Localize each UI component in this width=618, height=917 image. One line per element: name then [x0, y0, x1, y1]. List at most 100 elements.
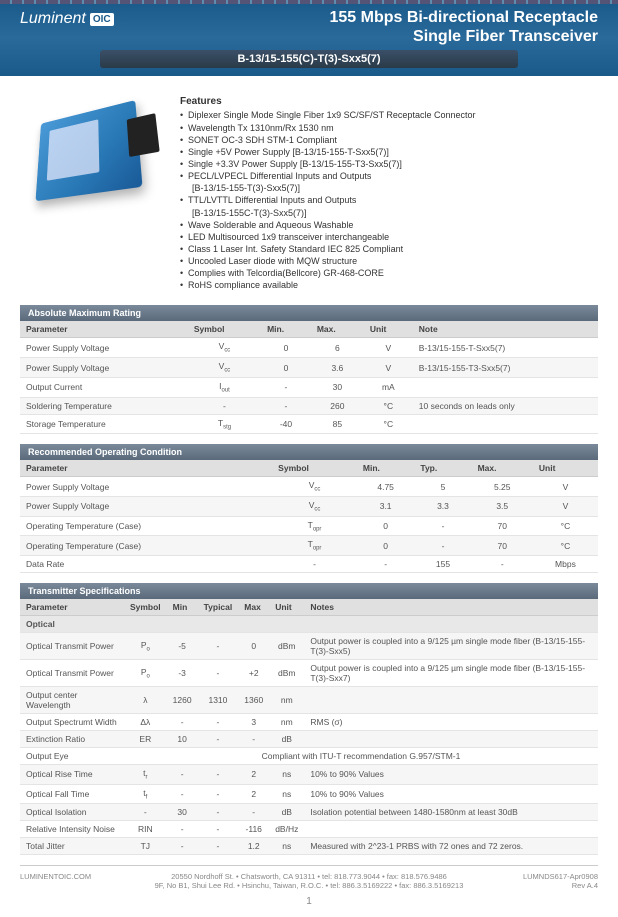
cell: Storage Temperature	[20, 414, 188, 434]
cell: Tstg	[188, 414, 261, 434]
title-line-2: Single Fiber Transceiver	[20, 27, 598, 46]
cell: 3	[238, 713, 269, 730]
cell: °C	[364, 414, 413, 434]
footer-rev: Rev A.4	[572, 881, 598, 890]
cell: 6	[311, 338, 364, 358]
cell: -	[198, 838, 239, 855]
cell: Compliant with ITU-T recommendation G.95…	[124, 747, 598, 764]
cell: Topr	[272, 536, 357, 556]
cell: nm	[269, 713, 304, 730]
table-row: Data Rate--155-Mbps	[20, 555, 598, 572]
table-row: Optical Isolation-30--dBIsolation potent…	[20, 804, 598, 821]
features-heading: Features	[180, 96, 598, 107]
cell: Po	[124, 659, 167, 686]
cell: Operating Temperature (Case)	[20, 536, 272, 556]
brand-logo: Luminent OIC	[20, 10, 114, 28]
cell: Total Jitter	[20, 838, 124, 855]
cell: -	[238, 804, 269, 821]
cell: dB	[269, 804, 304, 821]
content-area: Features Diplexer Single Mode Single Fib…	[0, 76, 618, 855]
cell: Optical Isolation	[20, 804, 124, 821]
cell: -5	[167, 632, 198, 659]
amr-title: Absolute Maximum Rating	[20, 305, 598, 321]
cell: -	[167, 821, 198, 838]
table-row: Power Supply VoltageVcc4.7555.25V	[20, 477, 598, 497]
cell	[304, 686, 598, 713]
col-header: Symbol	[272, 460, 357, 477]
cell: -	[261, 377, 311, 397]
col-header: Min.	[357, 460, 415, 477]
feature-item: SONET OC-3 SDH STM-1 Compliant	[180, 134, 598, 146]
feature-item: Diplexer Single Mode Single Fiber 1x9 SC…	[180, 109, 598, 121]
cell: -	[198, 821, 239, 838]
table-row: Storage TemperatureTstg-4085°C	[20, 414, 598, 434]
table-tx: Transmitter Specifications ParameterSymb…	[20, 583, 598, 855]
feature-item: RoHS compliance available	[180, 279, 598, 291]
cell: Mbps	[533, 555, 598, 572]
col-header: Symbol	[124, 599, 167, 616]
tx-title: Transmitter Specifications	[20, 583, 598, 599]
cell: -	[198, 784, 239, 804]
feature-item: Single +5V Power Supply [B-13/15-155-T-S…	[180, 146, 598, 158]
cell: -40	[261, 414, 311, 434]
cell: Optical Transmit Power	[20, 659, 124, 686]
cell: 5	[414, 477, 471, 497]
cell: 1260	[167, 686, 198, 713]
feature-item: PECL/LVPECL Differential Inputs and Outp…	[180, 170, 598, 182]
cell: 0	[261, 358, 311, 378]
feature-item: [B-13/15-155-T(3)-Sxx5(7)]	[180, 182, 598, 194]
cell: -	[198, 713, 239, 730]
table-row: Power Supply VoltageVcc03.6VB-13/15-155-…	[20, 358, 598, 378]
footer-docrev: LUMNDS617-Apr0908 Rev A.4	[523, 872, 598, 890]
footer-site: LUMINENTOIC.COM	[20, 872, 91, 881]
cell: -	[414, 536, 471, 556]
cell: Optical Fall Time	[20, 784, 124, 804]
cell: -	[198, 730, 239, 747]
cell: -	[167, 764, 198, 784]
col-header: Symbol	[188, 321, 261, 338]
cell: 10% to 90% Values	[304, 784, 598, 804]
cell: B-13/15-155-T-Sxx5(7)	[413, 338, 598, 358]
col-header: Min	[167, 599, 198, 616]
cell: tr	[124, 764, 167, 784]
cell: +2	[238, 659, 269, 686]
cell: Output power is coupled into a 9/125 µm …	[304, 632, 598, 659]
product-image	[20, 96, 160, 216]
table-row: Operating Temperature (Case)Topr0-70°C	[20, 516, 598, 536]
feature-item: LED Multisourced 1x9 transceiver interch…	[180, 231, 598, 243]
col-header: Max.	[311, 321, 364, 338]
cell: Δλ	[124, 713, 167, 730]
features-list: Diplexer Single Mode Single Fiber 1x9 SC…	[180, 109, 598, 291]
cell: Power Supply Voltage	[20, 477, 272, 497]
col-header: Parameter	[20, 599, 124, 616]
table-row: Soldering Temperature--260°C10 seconds o…	[20, 397, 598, 414]
footer-addr2: 9F, No B1, Shui Lee Rd. • Hsinchu, Taiwa…	[20, 881, 598, 890]
feature-item: TTL/LVTTL Differential Inputs and Output…	[180, 194, 598, 206]
cell: dBm	[269, 632, 304, 659]
part-number-badge: B-13/15-155(C)-T(3)-Sxx5(7)	[100, 50, 518, 68]
cell	[304, 821, 598, 838]
table-roc: Recommended Operating Condition Paramete…	[20, 444, 598, 573]
cell: Power Supply Voltage	[20, 338, 188, 358]
cell: 0	[261, 338, 311, 358]
cell: Vcc	[272, 496, 357, 516]
cell: 5.25	[472, 477, 533, 497]
cell: RIN	[124, 821, 167, 838]
cell: 70	[472, 536, 533, 556]
table-row: Relative Intensity NoiseRIN---116dB/Hz	[20, 821, 598, 838]
cell: Measured with 2^23-1 PRBS with 72 ones a…	[304, 838, 598, 855]
cell: tf	[124, 784, 167, 804]
cell: Output center Wavelength	[20, 686, 124, 713]
cell: mA	[364, 377, 413, 397]
cell: 3.1	[357, 496, 415, 516]
cell: V	[533, 477, 598, 497]
footer-doc: LUMNDS617-Apr0908	[523, 872, 598, 881]
col-header: Max	[238, 599, 269, 616]
cell: 0	[238, 632, 269, 659]
cell: -	[198, 804, 239, 821]
cell: Optical Transmit Power	[20, 632, 124, 659]
table-row: Optical Transmit PowerPo-3-+2dBmOutput p…	[20, 659, 598, 686]
cell: Iout	[188, 377, 261, 397]
col-header: Unit	[269, 599, 304, 616]
cell: dBm	[269, 659, 304, 686]
